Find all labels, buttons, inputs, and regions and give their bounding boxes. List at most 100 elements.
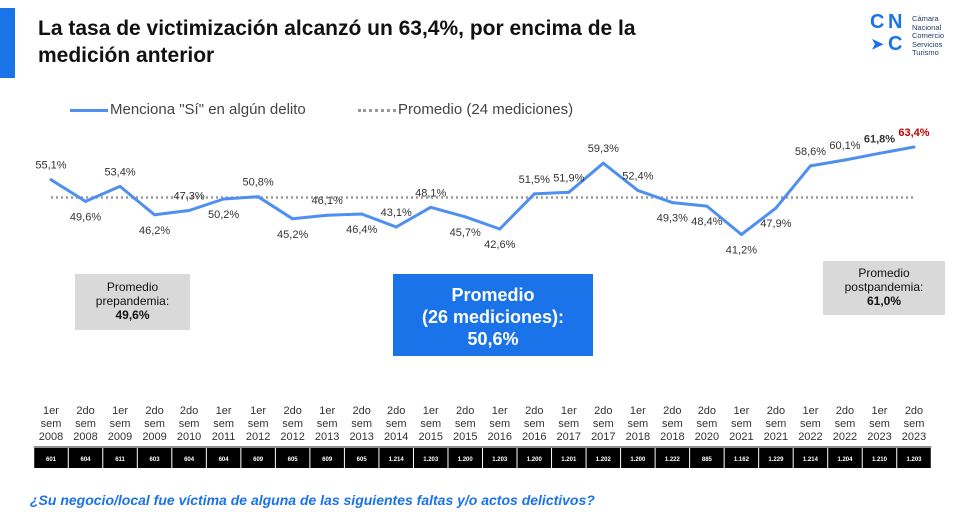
- x-tick-label: 2do: [145, 405, 163, 417]
- data-label: 51,9%: [553, 172, 584, 184]
- x-tick-label: 2008: [39, 431, 63, 443]
- sample-size-label: 1.201: [561, 457, 577, 463]
- box-prepandemia: Promedio prepandemia: 49,6%: [75, 274, 190, 330]
- x-tick-label: 2010: [177, 431, 201, 443]
- x-tick-label: 2022: [833, 431, 857, 443]
- data-label: 63,4%: [898, 127, 929, 139]
- data-label: 42,6%: [484, 239, 515, 251]
- x-tick-label: sem: [41, 418, 62, 430]
- x-tick-label: 2021: [729, 431, 753, 443]
- sample-size-cell: [275, 448, 310, 468]
- data-label: 48,4%: [691, 216, 722, 228]
- data-label: 61,8%: [864, 133, 895, 145]
- sample-size-cell: [172, 448, 206, 468]
- data-label: 50,2%: [208, 209, 239, 221]
- legend-line-swatch: [70, 109, 108, 112]
- x-tick-label: sem: [179, 418, 200, 430]
- logo-mark: C N ➤ C: [868, 12, 908, 60]
- box-postpandemia-value: 61,0%: [866, 294, 902, 308]
- x-tick-label: 2016: [488, 431, 512, 443]
- logo-letter-n: N: [888, 11, 903, 33]
- data-point: [877, 151, 881, 155]
- sample-size-label: 1.222: [665, 457, 681, 463]
- box-prepandemia-line2: prepandemia:: [95, 294, 170, 308]
- sample-size-cell: [206, 448, 241, 468]
- x-tick-label: 2do: [456, 405, 474, 417]
- x-tick-label: 2do: [387, 405, 405, 417]
- data-point: [601, 161, 605, 165]
- x-tick-label: 2do: [283, 405, 301, 417]
- sample-size-cell: [862, 448, 897, 468]
- data-label: 48,1%: [415, 187, 446, 199]
- data-label: 59,3%: [588, 143, 619, 155]
- data-point: [532, 192, 536, 196]
- x-tick-label: sem: [489, 418, 510, 430]
- sample-size-cell: [344, 448, 379, 468]
- cnc-logo: C N ➤ C Cámara Nacional Comercio Servici…: [868, 12, 948, 62]
- sample-size-cell: [655, 448, 690, 468]
- sample-size-label: 1.202: [596, 457, 612, 463]
- x-tick-label: sem: [75, 418, 96, 430]
- logo-line: Turismo: [912, 48, 939, 57]
- legend-series-label: Menciona "Sí" en algún delito: [110, 101, 306, 118]
- x-tick-label: 2017: [591, 431, 615, 443]
- data-point: [774, 206, 778, 210]
- x-tick-label: sem: [904, 418, 925, 430]
- data-label: 45,2%: [277, 229, 308, 241]
- x-tick-label: 2009: [108, 431, 132, 443]
- data-point: [670, 201, 674, 205]
- x-tick-label: 2013: [315, 431, 339, 443]
- data-point: [222, 197, 226, 201]
- x-tick-label: 1er: [250, 405, 266, 417]
- sample-size-cell: [897, 448, 931, 468]
- data-label: 52,4%: [622, 170, 653, 182]
- box-postpandemia: Promedio postpandemia: 61,0%: [823, 261, 945, 315]
- data-label: 49,3%: [657, 213, 688, 225]
- sample-size-label: 603: [150, 457, 161, 463]
- data-label: 45,7%: [450, 227, 481, 239]
- data-point: [291, 217, 295, 221]
- x-tick-label: 2do: [767, 405, 785, 417]
- x-tick-label: 2020: [695, 431, 719, 443]
- sample-size-cell: [483, 448, 517, 468]
- x-tick-label: sem: [524, 418, 545, 430]
- x-tick-label: sem: [386, 418, 407, 430]
- x-tick-label: sem: [800, 418, 821, 430]
- sample-size-label: 611: [115, 457, 125, 463]
- data-point: [153, 213, 157, 217]
- x-tick-label: 2do: [594, 405, 612, 417]
- logo-line: Servicios: [912, 39, 943, 49]
- data-label: 60,1%: [829, 140, 860, 152]
- sample-size-cell: [828, 448, 862, 468]
- x-tick-label: 2014: [384, 431, 408, 443]
- box-general-line2: (26 mediciones):: [421, 307, 565, 327]
- data-point: [912, 145, 916, 149]
- box-general-value: 50,6%: [467, 329, 519, 349]
- data-label: 43,1%: [381, 207, 412, 219]
- x-tick-label: 2021: [764, 431, 788, 443]
- x-tick-label: 2015: [418, 431, 442, 443]
- data-label: 50,8%: [243, 177, 274, 189]
- x-tick-label: 1er: [216, 405, 232, 417]
- survey-question: ¿Su negocio/local fue víctima de alguna …: [30, 492, 595, 508]
- x-tick-label: 2do: [353, 405, 371, 417]
- logo-letter-c1: C: [870, 11, 885, 33]
- sample-size-label: 1.203: [906, 457, 922, 463]
- data-point: [429, 205, 433, 209]
- sample-size-cell: [379, 448, 413, 468]
- x-tick-label: 2018: [660, 431, 684, 443]
- x-tick-label: 1er: [112, 405, 128, 417]
- sample-size-label: 1.203: [492, 457, 508, 463]
- x-tick-label: sem: [317, 418, 338, 430]
- sample-size-label: 1.204: [837, 457, 853, 463]
- data-label: 53,4%: [104, 166, 135, 178]
- logo-line: Comercio: [912, 31, 945, 40]
- data-label: 55,1%: [35, 160, 66, 172]
- x-tick-label: 2013: [349, 431, 373, 443]
- x-tick-label: 1er: [733, 405, 749, 417]
- sample-size-label: 605: [357, 457, 368, 463]
- data-point: [49, 178, 53, 182]
- x-tick-label: sem: [248, 418, 269, 430]
- x-tick-label: 1er: [630, 405, 646, 417]
- logo-arrow-icon: ➤: [871, 36, 884, 53]
